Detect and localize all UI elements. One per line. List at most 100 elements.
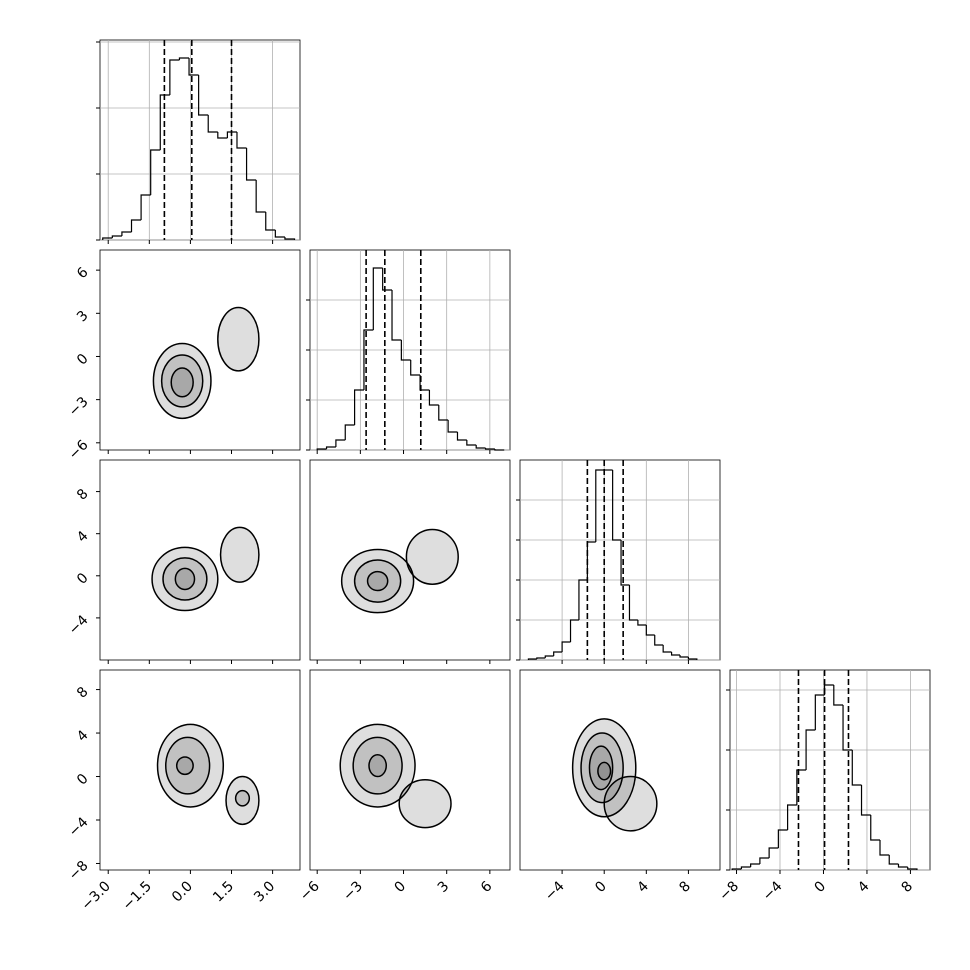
panel-frame xyxy=(519,459,721,661)
hist-bin xyxy=(578,579,588,620)
hist-bin xyxy=(787,804,797,830)
hist-bin xyxy=(768,847,779,858)
x-tick-label: −1.5 xyxy=(120,878,155,913)
hist-bin xyxy=(637,620,647,626)
hist-bin xyxy=(888,855,899,865)
x-tick-label: 0.0 xyxy=(169,878,196,905)
hist-bin xyxy=(870,815,880,841)
hist-bin xyxy=(198,75,209,116)
x-tick-label: −4 xyxy=(542,878,568,904)
contour xyxy=(174,567,196,591)
x-tick-label: 0 xyxy=(592,878,610,896)
hist-bin xyxy=(494,449,505,451)
hist-bin xyxy=(569,619,579,642)
hist-bin xyxy=(796,769,807,805)
hist-bin xyxy=(679,655,689,658)
contour xyxy=(571,718,637,818)
contour xyxy=(151,546,219,612)
x-tick-label: 3 xyxy=(435,878,453,896)
contour xyxy=(234,789,251,807)
x-tick-label: 0 xyxy=(812,878,830,896)
hist-bin xyxy=(447,420,458,433)
hist-bin xyxy=(561,641,571,652)
hist-bin xyxy=(628,585,638,621)
hist-bin xyxy=(169,59,180,95)
hist-bin xyxy=(140,194,151,220)
contour xyxy=(225,775,260,826)
hist-bin xyxy=(236,132,247,149)
x-tick-label: 8 xyxy=(676,878,694,896)
hist-bin xyxy=(274,230,285,238)
contour xyxy=(160,354,204,408)
hist-bin xyxy=(354,389,364,425)
hist-bin xyxy=(842,705,853,751)
y-tick-label: −8 xyxy=(66,858,92,884)
contour xyxy=(352,736,403,795)
hist-bin xyxy=(456,432,467,441)
hist-bin xyxy=(217,132,228,139)
hist-bin xyxy=(484,448,495,450)
hist-bin xyxy=(325,446,336,449)
x-tick-label: 4 xyxy=(855,878,873,896)
contour xyxy=(217,306,260,372)
hist-bin xyxy=(438,405,449,421)
hist-bin xyxy=(833,685,844,706)
hist-bin xyxy=(130,219,142,232)
hist-bin xyxy=(687,657,698,660)
x-tick-label: −3 xyxy=(340,878,366,904)
y-tick-label: 0 xyxy=(74,771,92,789)
contour xyxy=(162,557,208,601)
hist-bin xyxy=(612,470,622,541)
x-tick-label: −3.0 xyxy=(79,878,114,913)
y-tick-label: 3 xyxy=(74,308,92,326)
y-tick-label: −4 xyxy=(66,814,92,840)
hist-bin xyxy=(335,439,346,447)
hist-bin xyxy=(102,237,113,240)
hist-bin xyxy=(777,829,788,848)
hist-bin xyxy=(265,212,276,231)
x-tick-label: −6 xyxy=(297,878,323,904)
panel-frame xyxy=(99,669,301,871)
panel-frame xyxy=(309,459,511,661)
hist-bin xyxy=(731,868,742,870)
x-tick-label: −4 xyxy=(760,878,786,904)
x-tick-label: 8 xyxy=(898,878,916,896)
x-tick-label: 4 xyxy=(634,878,652,896)
hist-bin xyxy=(553,651,563,656)
y-tick-label: 4 xyxy=(74,528,92,546)
hist-bin xyxy=(226,131,237,138)
panel-frame xyxy=(309,669,511,871)
hist-bin xyxy=(759,857,770,864)
contour xyxy=(368,754,388,778)
hist-bin xyxy=(400,340,411,361)
hist-bin xyxy=(284,237,296,240)
hist-bin xyxy=(255,180,266,213)
hist-bin xyxy=(391,290,402,341)
hist-bin xyxy=(410,360,421,376)
y-tick-label: 4 xyxy=(74,727,92,745)
contour xyxy=(405,528,459,585)
hist-bin xyxy=(645,625,655,636)
contour xyxy=(580,732,624,804)
hist-bin xyxy=(851,750,862,786)
hist-bin xyxy=(620,540,630,586)
panel-frame xyxy=(99,249,301,451)
hist-bin xyxy=(805,729,816,770)
hist-bin xyxy=(372,267,383,330)
hist-bin xyxy=(475,445,486,449)
x-tick-label: −8 xyxy=(716,878,742,904)
y-tick-label: 0 xyxy=(74,570,92,588)
x-tick-label: 6 xyxy=(478,878,496,896)
hist-bin xyxy=(527,658,537,660)
y-tick-label: 0 xyxy=(74,351,92,369)
hist-bin xyxy=(363,329,374,390)
y-tick-label: −6 xyxy=(66,437,92,463)
contour xyxy=(398,779,452,829)
x-tick-label: 0 xyxy=(392,878,410,896)
hist-bin xyxy=(662,645,672,653)
contour xyxy=(597,761,612,781)
y-tick-label: −3 xyxy=(66,394,92,420)
x-tick-label: 3.0 xyxy=(251,878,278,905)
hist-bin xyxy=(344,424,355,440)
